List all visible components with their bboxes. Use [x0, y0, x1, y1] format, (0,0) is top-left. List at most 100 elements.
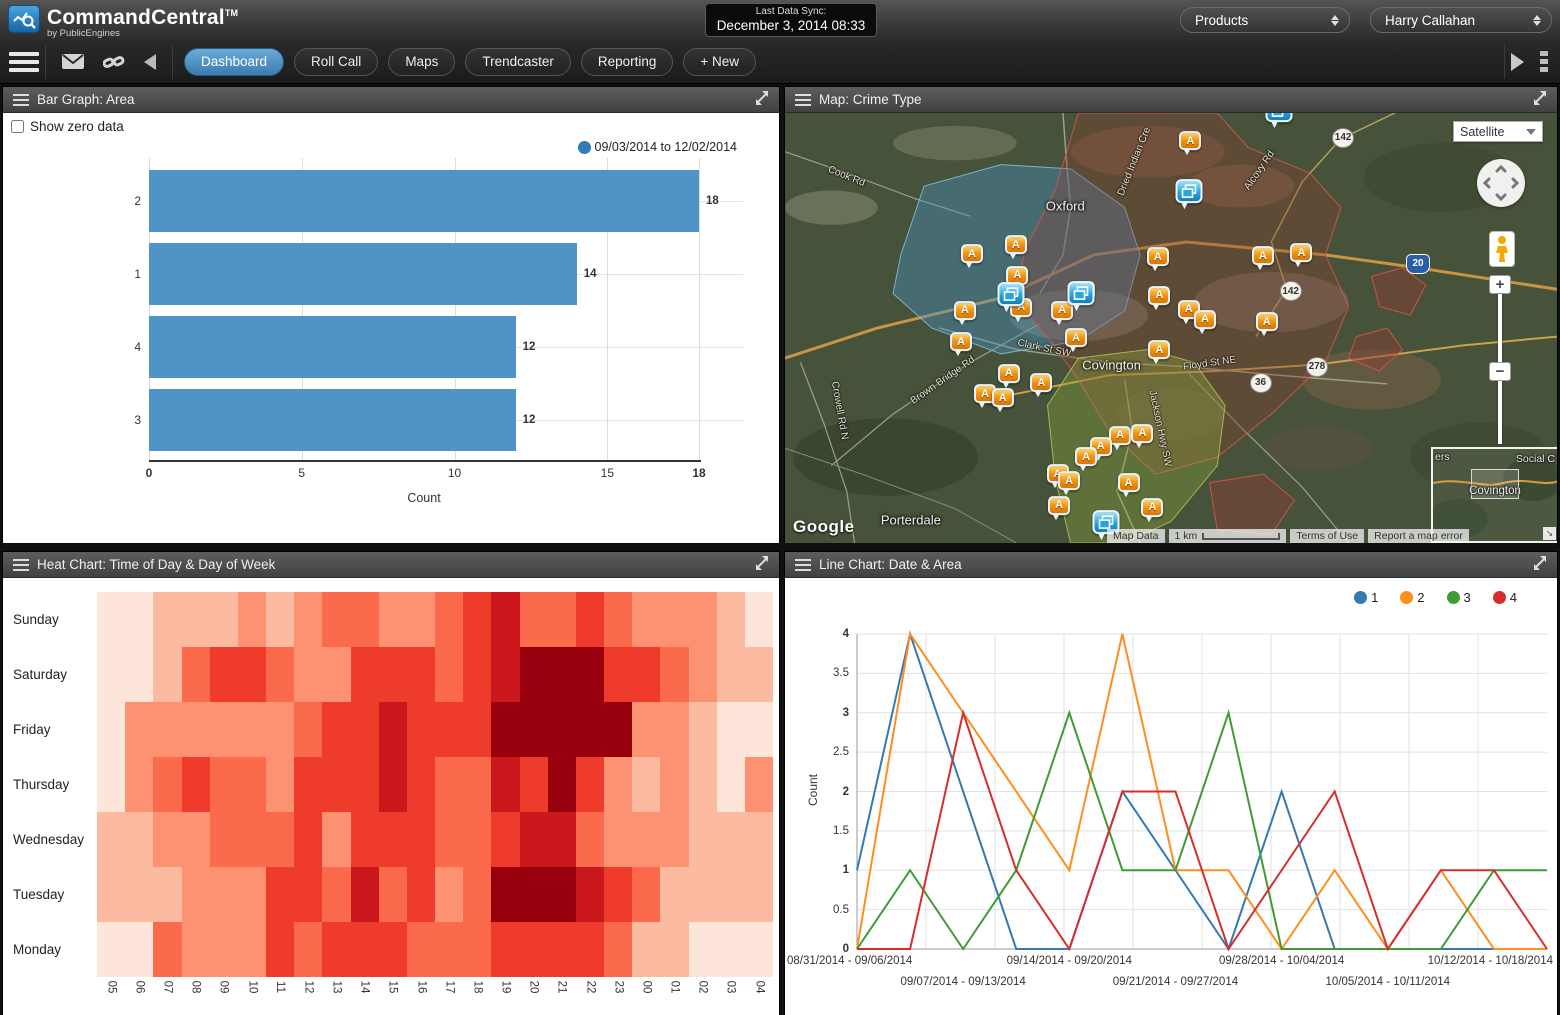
crime-marker-cluster[interactable] [1175, 179, 1203, 210]
heat-cell [294, 592, 323, 647]
expand-icon[interactable] [755, 556, 769, 573]
crime-marker-a[interactable]: A [1148, 340, 1171, 365]
crime-marker-a[interactable]: A [1065, 328, 1088, 353]
hour-label: 12 [302, 980, 315, 994]
crime-marker-a[interactable]: A [1048, 495, 1071, 520]
crime-marker-a[interactable]: A [950, 332, 973, 357]
crime-marker-a[interactable]: A [1141, 497, 1164, 522]
grip-icon[interactable] [1540, 51, 1548, 72]
crime-marker-a[interactable]: A [1290, 243, 1313, 268]
heat-cell [378, 702, 407, 757]
map-canvas[interactable]: Oxford Covington Porterdale Cook Rd Dried In… [785, 113, 1557, 543]
report-map-error-link[interactable]: Report a map error [1368, 529, 1469, 543]
crime-marker-a[interactable]: A [1148, 285, 1171, 310]
panel-menu-icon[interactable] [795, 91, 811, 109]
heat-cell [519, 867, 548, 922]
legend-dot-icon [1354, 591, 1368, 604]
crime-marker-cluster[interactable] [997, 281, 1025, 312]
expand-icon[interactable] [1533, 91, 1547, 108]
tab-reporting[interactable]: Reporting [580, 47, 674, 76]
crime-marker-a[interactable]: A [1004, 235, 1027, 260]
crime-marker-a[interactable]: A [991, 388, 1014, 413]
crime-marker-a[interactable]: A [1179, 131, 1202, 156]
heat-cell [350, 702, 379, 757]
crime-marker-a[interactable]: A [1193, 310, 1216, 335]
terms-of-use-link[interactable]: Terms of Use [1290, 529, 1365, 543]
crime-marker-a[interactable]: A [1146, 247, 1169, 272]
checkbox[interactable] [11, 120, 24, 133]
heatmap-row: Saturday [3, 647, 774, 702]
heat-cell [237, 702, 267, 757]
crime-marker-a[interactable]: A [1030, 373, 1053, 398]
back-icon[interactable] [143, 53, 157, 71]
hour-label: 23 [612, 980, 625, 994]
street-view-pegman[interactable] [1489, 231, 1515, 267]
inset-viewport-rect[interactable] [1471, 469, 1519, 499]
bar-area-4[interactable] [149, 316, 516, 378]
district-red-east-1[interactable] [1372, 268, 1426, 315]
crime-marker-a[interactable]: A [953, 300, 976, 325]
legend-item-1: 1 [1354, 590, 1378, 605]
crime-marker-a[interactable]: A [1251, 246, 1274, 271]
heat-cell [125, 647, 154, 702]
tab-dashboard[interactable]: Dashboard [184, 47, 285, 76]
heat-cell [378, 592, 407, 647]
heat-cell [153, 757, 182, 812]
panel-menu-icon[interactable] [13, 91, 29, 109]
user-dropdown[interactable]: Harry Callahan [1370, 7, 1552, 33]
tab-maps[interactable]: Maps [388, 47, 456, 76]
sync-label: Last Data Sync: [755, 6, 827, 17]
menu-icon[interactable] [9, 48, 39, 76]
map-pan-control[interactable] [1477, 159, 1525, 207]
heat-cell [97, 812, 126, 867]
bar-area-1[interactable] [149, 243, 577, 305]
map-inset-overview[interactable]: ers Social C Covington ↘ [1431, 447, 1557, 543]
crime-marker-a[interactable]: A [1131, 423, 1154, 448]
district-red-south[interactable] [1210, 474, 1295, 534]
day-label: Wednesday [13, 832, 85, 847]
crime-marker-a[interactable]: A [1109, 425, 1132, 450]
zoom-slider-handle[interactable]: − [1489, 362, 1511, 381]
heat-cell [181, 922, 210, 977]
crime-marker-a[interactable]: A [973, 384, 996, 409]
link-icon[interactable] [103, 53, 125, 71]
panel-menu-icon[interactable] [13, 556, 29, 574]
heat-cell [294, 702, 323, 757]
crime-marker-cluster[interactable] [1067, 280, 1095, 311]
google-logo[interactable]: Google [793, 517, 855, 536]
panel-menu-icon[interactable] [795, 556, 811, 574]
expand-icon[interactable] [755, 91, 769, 108]
heat-cell [744, 702, 774, 757]
crime-marker-cluster[interactable] [1265, 113, 1293, 129]
heat-chart-panel: Heat Chart: Time of Day & Day of Week Su… [2, 551, 780, 1015]
show-zero-data-checkbox[interactable]: Show zero data [11, 119, 124, 134]
map-type-dropdown[interactable]: Satellite [1453, 121, 1543, 142]
mail-icon[interactable] [61, 53, 85, 70]
tab-trendcaster[interactable]: Trendcaster [465, 47, 571, 76]
heat-cell [294, 647, 323, 702]
tab-roll-call[interactable]: Roll Call [294, 47, 379, 76]
inset-collapse-icon[interactable]: ↘ [1543, 527, 1556, 540]
crime-marker-a[interactable]: A [1255, 312, 1278, 337]
crime-marker-a[interactable]: A [1051, 300, 1074, 325]
bar-area-3[interactable] [149, 389, 516, 451]
products-dropdown[interactable]: Products [1180, 7, 1350, 33]
crime-marker-a[interactable]: A [1117, 473, 1140, 498]
x-axis-title: Count [407, 491, 441, 505]
heat-cell [322, 647, 351, 702]
expand-icon[interactable] [1533, 556, 1547, 573]
heat-cell [491, 922, 520, 977]
line-chart-panel-header: Line Chart: Date & Area [785, 552, 1557, 578]
district-red-east-2[interactable] [1349, 328, 1403, 371]
play-icon[interactable] [1511, 52, 1524, 71]
heat-cell [209, 867, 238, 922]
zoom-in-button[interactable]: + [1489, 275, 1511, 294]
crime-marker-a[interactable]: A [997, 363, 1020, 388]
crime-marker-a[interactable]: A [960, 244, 983, 269]
crime-marker-a[interactable]: A [1075, 447, 1098, 472]
crime-marker-a[interactable]: A [1058, 471, 1081, 496]
tab-new[interactable]: + New [683, 47, 757, 76]
bar-area-2[interactable] [149, 170, 699, 232]
crime-marker-cluster[interactable] [1092, 509, 1120, 540]
gridline [454, 158, 456, 460]
